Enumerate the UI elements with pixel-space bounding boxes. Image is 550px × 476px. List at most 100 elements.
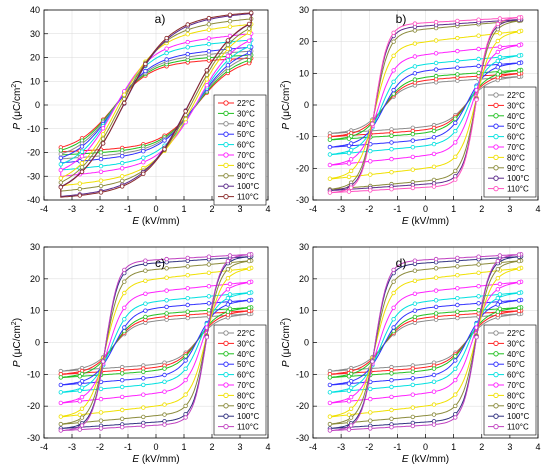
data-point <box>327 382 333 388</box>
data-point <box>433 67 439 72</box>
data-point <box>141 376 146 381</box>
series-70°C <box>327 279 524 406</box>
data-point <box>206 27 212 32</box>
data-point <box>143 268 148 273</box>
legend-entry: 30°C <box>488 101 525 110</box>
data-point <box>141 392 146 397</box>
legend-label: 70°C <box>237 381 255 390</box>
data-point <box>119 371 125 376</box>
data-point <box>455 72 460 77</box>
legend-marker <box>493 371 499 378</box>
data-point <box>433 275 439 280</box>
data-point <box>391 30 396 35</box>
y-tick-label: -10 <box>296 369 309 379</box>
data-point <box>476 63 481 69</box>
data-point <box>58 390 63 395</box>
legend-marker <box>493 165 499 171</box>
data-point <box>164 35 169 41</box>
data-point <box>119 425 125 430</box>
series-110°C <box>327 15 524 195</box>
data-point <box>98 169 104 174</box>
data-point <box>410 405 415 410</box>
legend-marker <box>493 154 499 161</box>
data-point <box>453 177 458 182</box>
data-point <box>206 49 212 54</box>
series-60°C <box>327 290 524 395</box>
legend-entry: 100°C <box>488 174 530 183</box>
data-point <box>100 136 106 141</box>
series-50°C <box>327 60 524 150</box>
data-point <box>206 308 212 313</box>
data-point <box>516 298 522 303</box>
data-point <box>100 359 106 364</box>
legend-label: 100°C <box>507 174 530 183</box>
data-point <box>206 301 212 306</box>
legend-label: 90°C <box>237 402 255 411</box>
data-point <box>433 51 439 56</box>
x-tick-label: -1 <box>393 442 401 452</box>
data-point <box>497 31 503 36</box>
data-point <box>185 39 190 45</box>
data-point <box>391 53 396 58</box>
legend-entry: 80°C <box>488 153 525 162</box>
data-point <box>410 144 415 150</box>
data-point <box>348 415 354 420</box>
data-point <box>58 180 63 185</box>
x-tick-label: -2 <box>96 442 104 452</box>
data-point <box>206 15 212 21</box>
data-point <box>391 79 396 84</box>
data-point <box>58 162 63 167</box>
y-tick-label: 0 <box>304 100 309 110</box>
data-point <box>346 174 352 180</box>
y-axis-symbol: P <box>12 123 23 130</box>
legend-label: 70°C <box>237 151 255 160</box>
data-point <box>143 258 148 263</box>
data-point <box>348 394 354 400</box>
data-point <box>476 46 481 52</box>
data-point <box>474 335 479 340</box>
data-point <box>162 412 167 417</box>
legend-entry: 60°C <box>488 371 525 380</box>
data-point <box>516 258 522 264</box>
data-point <box>346 381 352 386</box>
data-point <box>164 57 169 62</box>
data-point <box>162 389 167 394</box>
data-point <box>348 168 354 174</box>
x-tick-label: -2 <box>365 442 373 452</box>
data-point <box>453 168 458 174</box>
data-point <box>389 416 394 421</box>
data-point <box>495 49 500 55</box>
legend-label: 80°C <box>237 161 255 170</box>
data-point <box>225 58 231 63</box>
data-point <box>431 128 437 134</box>
data-point <box>410 392 415 397</box>
legend-entry: 22°C <box>488 329 525 338</box>
y-tick-label: -30 <box>296 433 309 443</box>
data-point <box>141 155 146 160</box>
legend-label: 110°C <box>237 423 259 432</box>
legend-label: 40°C <box>507 112 525 121</box>
legend-entry: 60°C <box>488 133 525 142</box>
y-axis-label: P (μC/cm2) <box>280 80 292 129</box>
data-point <box>474 97 479 102</box>
series-70°C <box>327 42 524 168</box>
legend-marker <box>493 351 499 357</box>
data-point <box>327 176 333 181</box>
legend-label: 50°C <box>507 122 525 131</box>
data-point <box>225 276 231 281</box>
y-tick-label: 0 <box>35 100 40 110</box>
data-point <box>246 298 252 303</box>
x-tick-label: 4 <box>265 204 270 214</box>
y-tick-label: 10 <box>30 306 40 316</box>
data-point <box>227 253 233 258</box>
data-point <box>348 185 354 190</box>
data-point <box>433 266 439 271</box>
legend-label: 100°C <box>237 412 260 421</box>
data-point <box>495 295 500 301</box>
x-tick-label: -3 <box>68 442 76 452</box>
legend-label: 80°C <box>507 153 525 162</box>
data-point <box>453 128 458 134</box>
data-point <box>246 305 252 310</box>
data-point <box>412 258 418 263</box>
